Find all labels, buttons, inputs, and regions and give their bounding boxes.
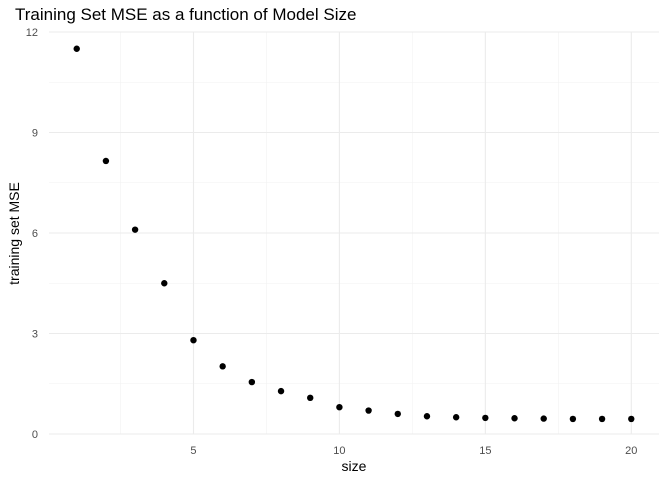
x-tick-label: 20 [625, 445, 637, 457]
y-tick-label: 6 [32, 228, 38, 240]
x-tick-label: 5 [190, 445, 196, 457]
data-point [569, 415, 577, 423]
data-point [423, 413, 431, 420]
data-point [248, 378, 256, 386]
data-point [307, 394, 314, 402]
data-point [628, 415, 635, 423]
chart-title: Training Set MSE as a function of Model … [15, 5, 356, 24]
y-tick-label: 9 [32, 128, 38, 140]
data-point [482, 414, 489, 422]
data-point [190, 337, 197, 344]
minor-gridlines [49, 32, 659, 434]
data-point [102, 157, 110, 165]
x-axis-ticks: 5 10 15 20 [190, 445, 637, 457]
y-axis-label: training set MSE [6, 182, 22, 285]
data-point [219, 363, 226, 370]
y-tick-label: 0 [32, 429, 38, 441]
data-point [394, 410, 401, 418]
data-point [277, 387, 285, 395]
data-points [73, 45, 635, 423]
data-point [336, 404, 343, 411]
y-tick-label: 3 [32, 329, 38, 341]
y-tick-label: 12 [26, 27, 38, 39]
data-point [540, 415, 547, 422]
y-axis-ticks: 0 3 6 9 12 [26, 27, 38, 441]
data-point [161, 280, 168, 287]
x-tick-label: 10 [333, 445, 345, 457]
data-point [598, 415, 606, 423]
data-point [131, 226, 139, 233]
x-axis-label: size [342, 458, 367, 474]
data-point [365, 407, 372, 414]
major-gridlines [49, 31, 659, 435]
x-tick-label: 15 [479, 445, 491, 457]
data-point [511, 415, 518, 422]
data-point [452, 414, 460, 421]
data-point [73, 45, 80, 52]
